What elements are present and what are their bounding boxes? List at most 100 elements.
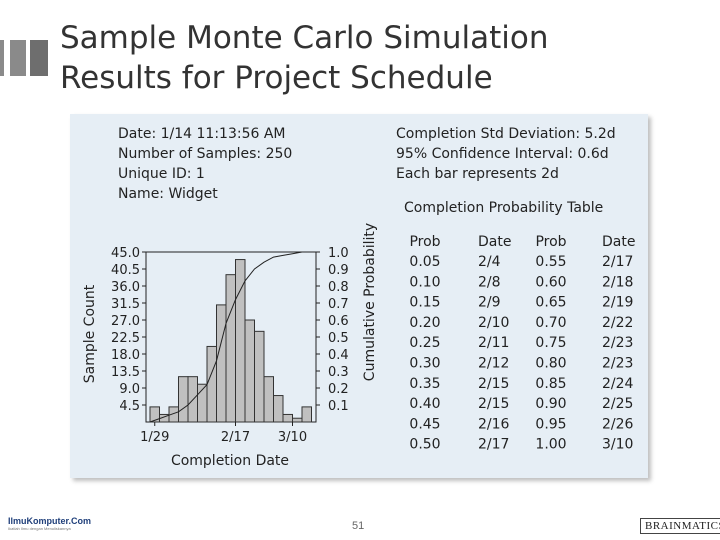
table-cell: 0.90 — [535, 396, 566, 412]
histogram-bar — [225, 274, 236, 423]
table-cell: 2/17 — [602, 254, 633, 270]
table-cell: 0.30 — [409, 356, 440, 372]
table-cell: 2/23 — [602, 335, 633, 351]
y2-tick-label: 0.1 — [328, 399, 349, 414]
simulation-results-figure: Date: 1/14 11:13:56 AM Number of Samples… — [82, 126, 635, 469]
table-cell: 0.85 — [535, 376, 566, 392]
info-std-dev: Completion Std Deviation: 5.2d — [396, 126, 616, 142]
table-cell: 2/9 — [478, 295, 501, 311]
table-header: Prob — [535, 234, 566, 250]
table-cell: 2/10 — [478, 315, 509, 331]
histogram-chart: 45.0 40.5 36.0 31.5 27.0 22.5 18.0 13.5 9.0 4.5 1.… — [111, 246, 349, 445]
table-cell: 0.05 — [409, 254, 440, 270]
info-confidence: 95% Confidence Interval: 0.6d — [396, 146, 609, 162]
y-tick-label: 22.5 — [111, 331, 140, 346]
table-cell: 0.40 — [409, 396, 440, 412]
table-cell: 0.15 — [409, 295, 440, 311]
y2-tick-label: 0.3 — [328, 365, 349, 380]
table-cell: 0.25 — [409, 335, 440, 351]
histogram-bar — [244, 319, 255, 423]
ilmukomputer-logo-text: IlmuKomputer.Com — [8, 516, 92, 526]
table-cell: 0.60 — [535, 274, 566, 290]
info-bar-note: Each bar represents 2d — [396, 166, 559, 182]
info-name: Name: Widget — [118, 186, 218, 202]
table-cell: 0.35 — [409, 376, 440, 392]
table-cell: 2/17 — [478, 437, 509, 453]
y2-tick-label: 1.0 — [328, 246, 349, 261]
cumulative-probability-line — [149, 251, 312, 423]
table-cell: 0.80 — [535, 356, 566, 372]
table-cell: 1.00 — [535, 437, 566, 453]
table-cell: 0.95 — [535, 416, 566, 432]
histogram-bar — [216, 304, 227, 423]
y-tick-label: 13.5 — [111, 365, 140, 380]
y2-axis-label: Cumulative Probability — [362, 223, 378, 381]
table-cell: 0.75 — [535, 335, 566, 351]
completion-probability-table: Prob Date Prob Date 0.05 2/4 0.55 2/17 0.10 2/8 0.… — [409, 234, 635, 453]
table-cell: 2/8 — [478, 274, 501, 290]
y2-tick-label: 0.4 — [328, 348, 349, 363]
table-header: Date — [602, 234, 635, 250]
histogram-bar — [149, 406, 160, 423]
y-tick-label: 18.0 — [111, 348, 140, 363]
table-cell: 2/26 — [602, 416, 634, 432]
table-cell: 2/4 — [478, 254, 501, 270]
slide-title-line-1: Sample Monte Carlo Simulation — [60, 20, 549, 56]
histogram-bar — [206, 345, 217, 423]
simulation-results-panel: Date: 1/14 11:13:56 AM Number of Samples… — [70, 114, 648, 478]
table-cell: 2/11 — [478, 335, 509, 351]
y-tick-label: 36.0 — [111, 280, 140, 295]
slide-title: Sample Monte Carlo Simulation Results fo… — [60, 18, 700, 98]
y-tick-label: 45.0 — [111, 246, 140, 261]
y2-tick-label: 0.5 — [328, 331, 349, 346]
histogram-bar — [301, 406, 312, 423]
table-cell: 3/10 — [602, 437, 633, 453]
y-tick-label: 27.0 — [111, 314, 140, 329]
ilmukomputer-logo-tagline: Ikatlah Ilmu dengan Menuliskannya — [8, 526, 71, 531]
table-cell: 0.65 — [535, 295, 566, 311]
table-cell: 2/16 — [478, 416, 510, 432]
table-cell: 2/25 — [602, 396, 633, 412]
brainmatics-logo: BRAINMATICS — [640, 518, 720, 534]
table-cell: 0.55 — [535, 254, 566, 270]
y-tick-label: 4.5 — [119, 399, 140, 414]
y-tick-label: 40.5 — [111, 263, 140, 278]
title-accent-bar-2 — [10, 40, 26, 76]
y2-tick-label: 0.9 — [328, 263, 349, 278]
title-accent-bar-3 — [30, 40, 48, 76]
page-number: 51 — [352, 520, 365, 532]
histogram-bar — [254, 330, 265, 423]
info-unique-id: Unique ID: 1 — [118, 166, 205, 182]
slide-title-line-2: Results for Project Schedule — [60, 60, 493, 96]
histogram-bar — [282, 413, 293, 423]
y-axis-label: Sample Count — [82, 284, 98, 383]
x-tick-label: 2/17 — [221, 430, 250, 445]
table-cell: 2/19 — [602, 295, 633, 311]
table-cell: 2/24 — [602, 376, 634, 392]
table-cell: 0.10 — [409, 274, 440, 290]
histogram-bar — [263, 376, 274, 423]
y2-tick-label: 0.6 — [328, 314, 349, 329]
table-header: Date — [478, 234, 511, 250]
table-cell: 0.50 — [409, 437, 440, 453]
x-tick-label: 3/10 — [278, 430, 307, 445]
info-samples: Number of Samples: 250 — [118, 146, 292, 162]
table-cell: 0.45 — [409, 416, 440, 432]
x-tick-label: 1/29 — [140, 430, 169, 445]
y2-tick-label: 0.2 — [328, 382, 349, 397]
table-cell: 2/12 — [478, 356, 509, 372]
table-cell: 2/22 — [602, 315, 633, 331]
table-cell: 2/18 — [602, 274, 633, 290]
table-header: Prob — [409, 234, 440, 250]
table-title: Completion Probability Table — [404, 200, 603, 216]
table-cell: 2/15 — [478, 396, 509, 412]
histogram-bar — [292, 417, 303, 423]
y-tick-label: 9.0 — [119, 382, 140, 397]
table-cell: 0.20 — [409, 315, 440, 331]
y2-tick-label: 0.8 — [328, 280, 349, 295]
table-cell: 2/15 — [478, 376, 509, 392]
histogram-bar — [273, 395, 284, 423]
info-date: Date: 1/14 11:13:56 AM — [118, 126, 286, 142]
y-tick-label: 31.5 — [111, 297, 140, 312]
table-cell: 0.70 — [535, 315, 566, 331]
